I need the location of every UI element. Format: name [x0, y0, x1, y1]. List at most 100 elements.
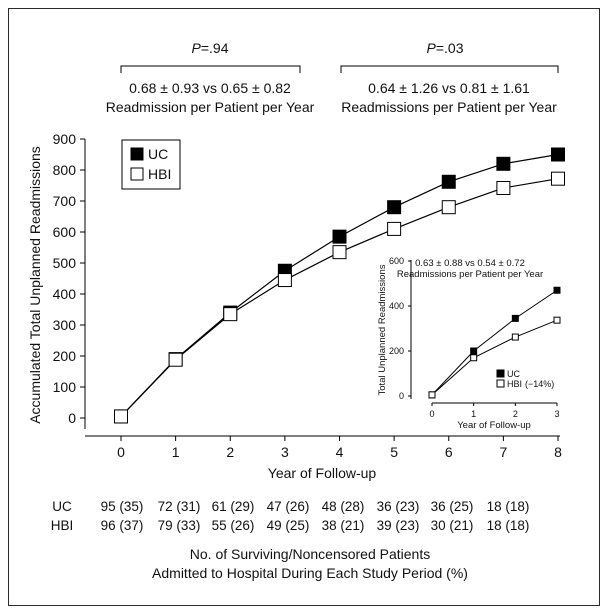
- table-cell: 96 (37): [101, 518, 144, 533]
- main-point-uc: [496, 156, 511, 171]
- main-x-tick-label: 1: [172, 444, 180, 460]
- main-x-ticks: 0 1 2 3 4 5 6 7 8: [117, 436, 562, 460]
- main-point-uc: [441, 174, 456, 189]
- main-x-tick-label: 7: [499, 444, 507, 460]
- inset-legend-uc-label: UC: [507, 369, 520, 379]
- table-cell: 36 (23): [377, 499, 420, 514]
- main-point-hbi: [114, 409, 128, 424]
- annotation-right-bracket: [340, 65, 559, 73]
- main-y-tick-label: 300: [53, 317, 77, 333]
- annotation-left-p: P=.94: [192, 40, 229, 56]
- inset-x-tick-label: 2: [513, 409, 518, 419]
- table-caption-line2: Admitted to Hospital During Each Study P…: [152, 565, 468, 581]
- inset-y-tick-label: 600: [389, 256, 404, 266]
- main-y-tick-label: 400: [53, 286, 77, 302]
- main-plot: Accumulated Total Unplanned Readmissions…: [27, 131, 565, 481]
- patient-table: UC HBI 95 (35) 72 (31) 61 (29) 47 (26) 48 (2…: [51, 499, 530, 581]
- inset-line-uc: [431, 289, 558, 396]
- inset-title-line2: Readmissions per Patient per Year: [397, 269, 543, 280]
- main-line-hbi: [120, 178, 559, 417]
- main-x-tick-label: 8: [554, 444, 562, 460]
- annotation-left-p-prefix: P: [192, 40, 202, 56]
- inset-x-tick-label: 0: [429, 409, 434, 419]
- legend-hbi-label: HBI: [148, 166, 171, 182]
- main-x-axis-title: Year of Follow-up: [268, 465, 377, 481]
- main-point-hbi: [277, 273, 292, 288]
- table-cell: 36 (25): [431, 499, 474, 514]
- inset-y-ticks: 0 200 400 600: [389, 256, 411, 401]
- main-y-tick-label: 0: [68, 410, 76, 426]
- inset-point-uc: [511, 314, 519, 322]
- inset-x-tick-label: 3: [554, 409, 559, 419]
- legend-hbi-marker: [130, 167, 144, 181]
- table-cell: 55 (26): [212, 518, 255, 533]
- inset-title-line1: 0.63 ± 0.88 vs 0.54 ± 0.72: [415, 258, 525, 269]
- inset-point-uc: [470, 347, 478, 355]
- table-cell: 39 (23): [377, 518, 420, 533]
- annotation-right-comparison: 0.64 ± 1.26 vs 0.81 ± 1.61: [368, 80, 530, 96]
- inset-series-lines: [431, 289, 558, 396]
- inset-legend-hbi-name: HBI: [507, 379, 522, 389]
- inset-plot: 0.63 ± 0.88 vs 0.54 ± 0.72 Readmissions …: [377, 256, 561, 431]
- annotation-right-caption: Readmissions per Patient per Year: [341, 99, 557, 115]
- main-x-tick-label: 3: [281, 444, 289, 460]
- inset-point-hbi: [428, 391, 436, 399]
- inset-y-axis-title: Total Unplanned Readmissions: [377, 264, 388, 395]
- annotation-right-p: P=.03: [427, 40, 464, 56]
- main-point-hbi: [332, 245, 347, 260]
- inset-y-tick-label: 200: [389, 346, 404, 356]
- figure-frame: [8, 8, 600, 606]
- main-x-tick-label: 0: [117, 444, 125, 460]
- main-y-tick-label: 700: [53, 193, 77, 209]
- main-point-hbi: [551, 171, 565, 186]
- main-y-tick-label: 500: [53, 255, 77, 271]
- table-cell: 30 (21): [431, 518, 474, 533]
- table-cell: 18 (18): [487, 518, 530, 533]
- inset-point-hbi: [470, 354, 478, 362]
- main-point-uc: [551, 147, 565, 162]
- main-x-tick-label: 2: [226, 444, 234, 460]
- table-cell: 47 (26): [267, 499, 310, 514]
- inset-line-hbi: [431, 319, 558, 396]
- inset-point-hbi: [553, 316, 561, 324]
- annotation-right-p-prefix: P: [427, 40, 437, 56]
- inset-y-tick-label: 0: [399, 391, 404, 401]
- annotation-left-comparison: 0.68 ± 0.93 vs 0.65 ± 0.82: [129, 80, 291, 96]
- table-cell: 72 (31): [158, 499, 201, 514]
- main-y-axis-title: Accumulated Total Unplanned Readmissions: [27, 146, 43, 424]
- main-y-tick-label: 600: [53, 224, 77, 240]
- table-cells: 95 (35) 72 (31) 61 (29) 47 (26) 48 (28) 36 (2…: [101, 499, 530, 533]
- main-y-tick-label: 200: [53, 348, 77, 364]
- inset-legend-hbi-note: (−14%): [525, 379, 554, 389]
- main-point-hbi: [496, 180, 511, 195]
- inset-x-ticks: 0 1 2 3: [429, 403, 560, 419]
- inset-series-points: [428, 286, 561, 399]
- inset-x-axis-title: Year of Follow-up: [457, 420, 531, 431]
- annotation-left-bracket: [120, 65, 301, 73]
- table-cell: 95 (35): [101, 499, 144, 514]
- main-x-tick-label: 6: [445, 444, 453, 460]
- inset-x-tick-label: 1: [471, 409, 476, 419]
- table-cell: 38 (21): [322, 518, 365, 533]
- annotation-right: P=.03 0.64 ± 1.26 vs 0.81 ± 1.61 Readmis…: [340, 40, 559, 115]
- inset-point-hbi: [511, 333, 519, 341]
- main-x-tick-label: 5: [390, 444, 398, 460]
- main-y-tick-label: 900: [53, 131, 77, 147]
- inset-legend-hbi-marker: [496, 379, 505, 388]
- table-row-label-uc: UC: [52, 499, 72, 514]
- inset-legend-uc-marker: [496, 369, 505, 378]
- main-y-tick-label: 800: [53, 162, 77, 178]
- legend-uc-label: UC: [148, 146, 168, 162]
- inset-point-uc: [553, 286, 561, 294]
- main-point-hbi: [441, 200, 456, 215]
- annotation-left: P=.94 0.68 ± 0.93 vs 0.65 ± 0.82 Readmis…: [106, 40, 315, 115]
- table-row-label-hbi: HBI: [51, 518, 74, 533]
- main-x-tick-label: 4: [336, 444, 344, 460]
- table-caption-line1: No. of Surviving/Noncensored Patients: [190, 546, 430, 562]
- main-series-lines: [120, 153, 559, 417]
- main-point-uc: [332, 229, 347, 244]
- table-cell: 49 (25): [267, 518, 310, 533]
- annotation-right-p-value: =.03: [436, 40, 464, 56]
- main-point-uc: [387, 200, 402, 215]
